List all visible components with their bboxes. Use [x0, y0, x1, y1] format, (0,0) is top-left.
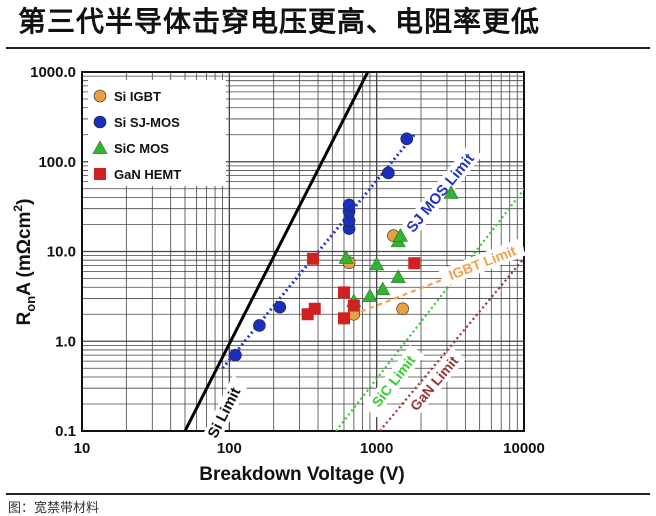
x-axis-label: Breakdown Voltage (V) [199, 464, 405, 485]
data-point [92, 140, 108, 154]
data-point [347, 299, 360, 312]
y-tick-label: 1000.0 [30, 64, 76, 81]
data-point [253, 319, 266, 332]
data-point [307, 252, 320, 265]
legend-box [88, 80, 226, 186]
limit-label-bg [438, 238, 526, 287]
data-point [443, 185, 459, 199]
legend-label: SiC MOS [114, 141, 169, 156]
y-label-sup: 2 [11, 205, 25, 212]
data-point [408, 257, 421, 270]
limit-line [378, 256, 524, 431]
legend-label: Si IGBT [114, 89, 161, 104]
data-point [308, 302, 321, 315]
data-point [396, 302, 409, 316]
data-point [375, 281, 391, 296]
headline-bar: 第三代半导体击穿电压更高、电阻率更低 [0, 0, 656, 48]
y-tick-label: 0.1 [55, 423, 76, 440]
top-divider [6, 47, 650, 49]
y-axis-label: RonA (mΩcm2) [11, 199, 38, 326]
x-tick-label: 1000 [360, 440, 393, 457]
data-point [93, 89, 107, 103]
data-point [342, 198, 356, 212]
data-point [362, 288, 378, 302]
y-label-end: ) [14, 199, 35, 205]
limit-label-bg [397, 144, 483, 242]
data-point [94, 168, 106, 180]
legend-label: Si SJ-MOS [114, 115, 180, 130]
y-label-sub: on [23, 296, 38, 312]
figure-caption: 图：宽禁带材料 [8, 501, 100, 516]
data-point [369, 256, 385, 271]
data-point [229, 348, 242, 362]
data-points [229, 132, 459, 362]
x-tick-label: 10000 [503, 440, 545, 457]
data-point [273, 300, 287, 314]
limit-line [183, 72, 370, 431]
data-point [337, 286, 350, 299]
data-point [382, 166, 395, 180]
limit-label-bg [362, 344, 425, 418]
data-point [392, 228, 408, 242]
y-tick-label: 100.0 [38, 154, 76, 171]
data-point [390, 269, 406, 283]
limit-label-bg [402, 347, 466, 420]
legend-label: GaN HEMT [114, 167, 181, 182]
data-point [400, 132, 414, 146]
y-tick-label: 1.0 [55, 333, 76, 350]
y-label-rest: A (mΩcm [14, 212, 35, 296]
x-tick-label: 100 [217, 440, 242, 457]
limit-label-bg [199, 375, 249, 450]
page-title: 第三代半导体击穿电压更高、电阻率更低 [18, 5, 541, 38]
data-point [338, 250, 354, 264]
chart-legend: Si IGBT Si SJ-MOS SiC MOS GaN HEMT [88, 80, 226, 186]
y-label-main: R [14, 311, 35, 325]
x-tick-label: 10 [74, 440, 91, 457]
data-point [337, 312, 350, 325]
data-point [93, 115, 107, 129]
tick-labels: 10 100 1000 10000 0.1 1.0 10.0 100.0 1000.0 [30, 64, 545, 457]
y-tick-label: 10.0 [47, 244, 76, 261]
bottom-divider [6, 493, 650, 495]
